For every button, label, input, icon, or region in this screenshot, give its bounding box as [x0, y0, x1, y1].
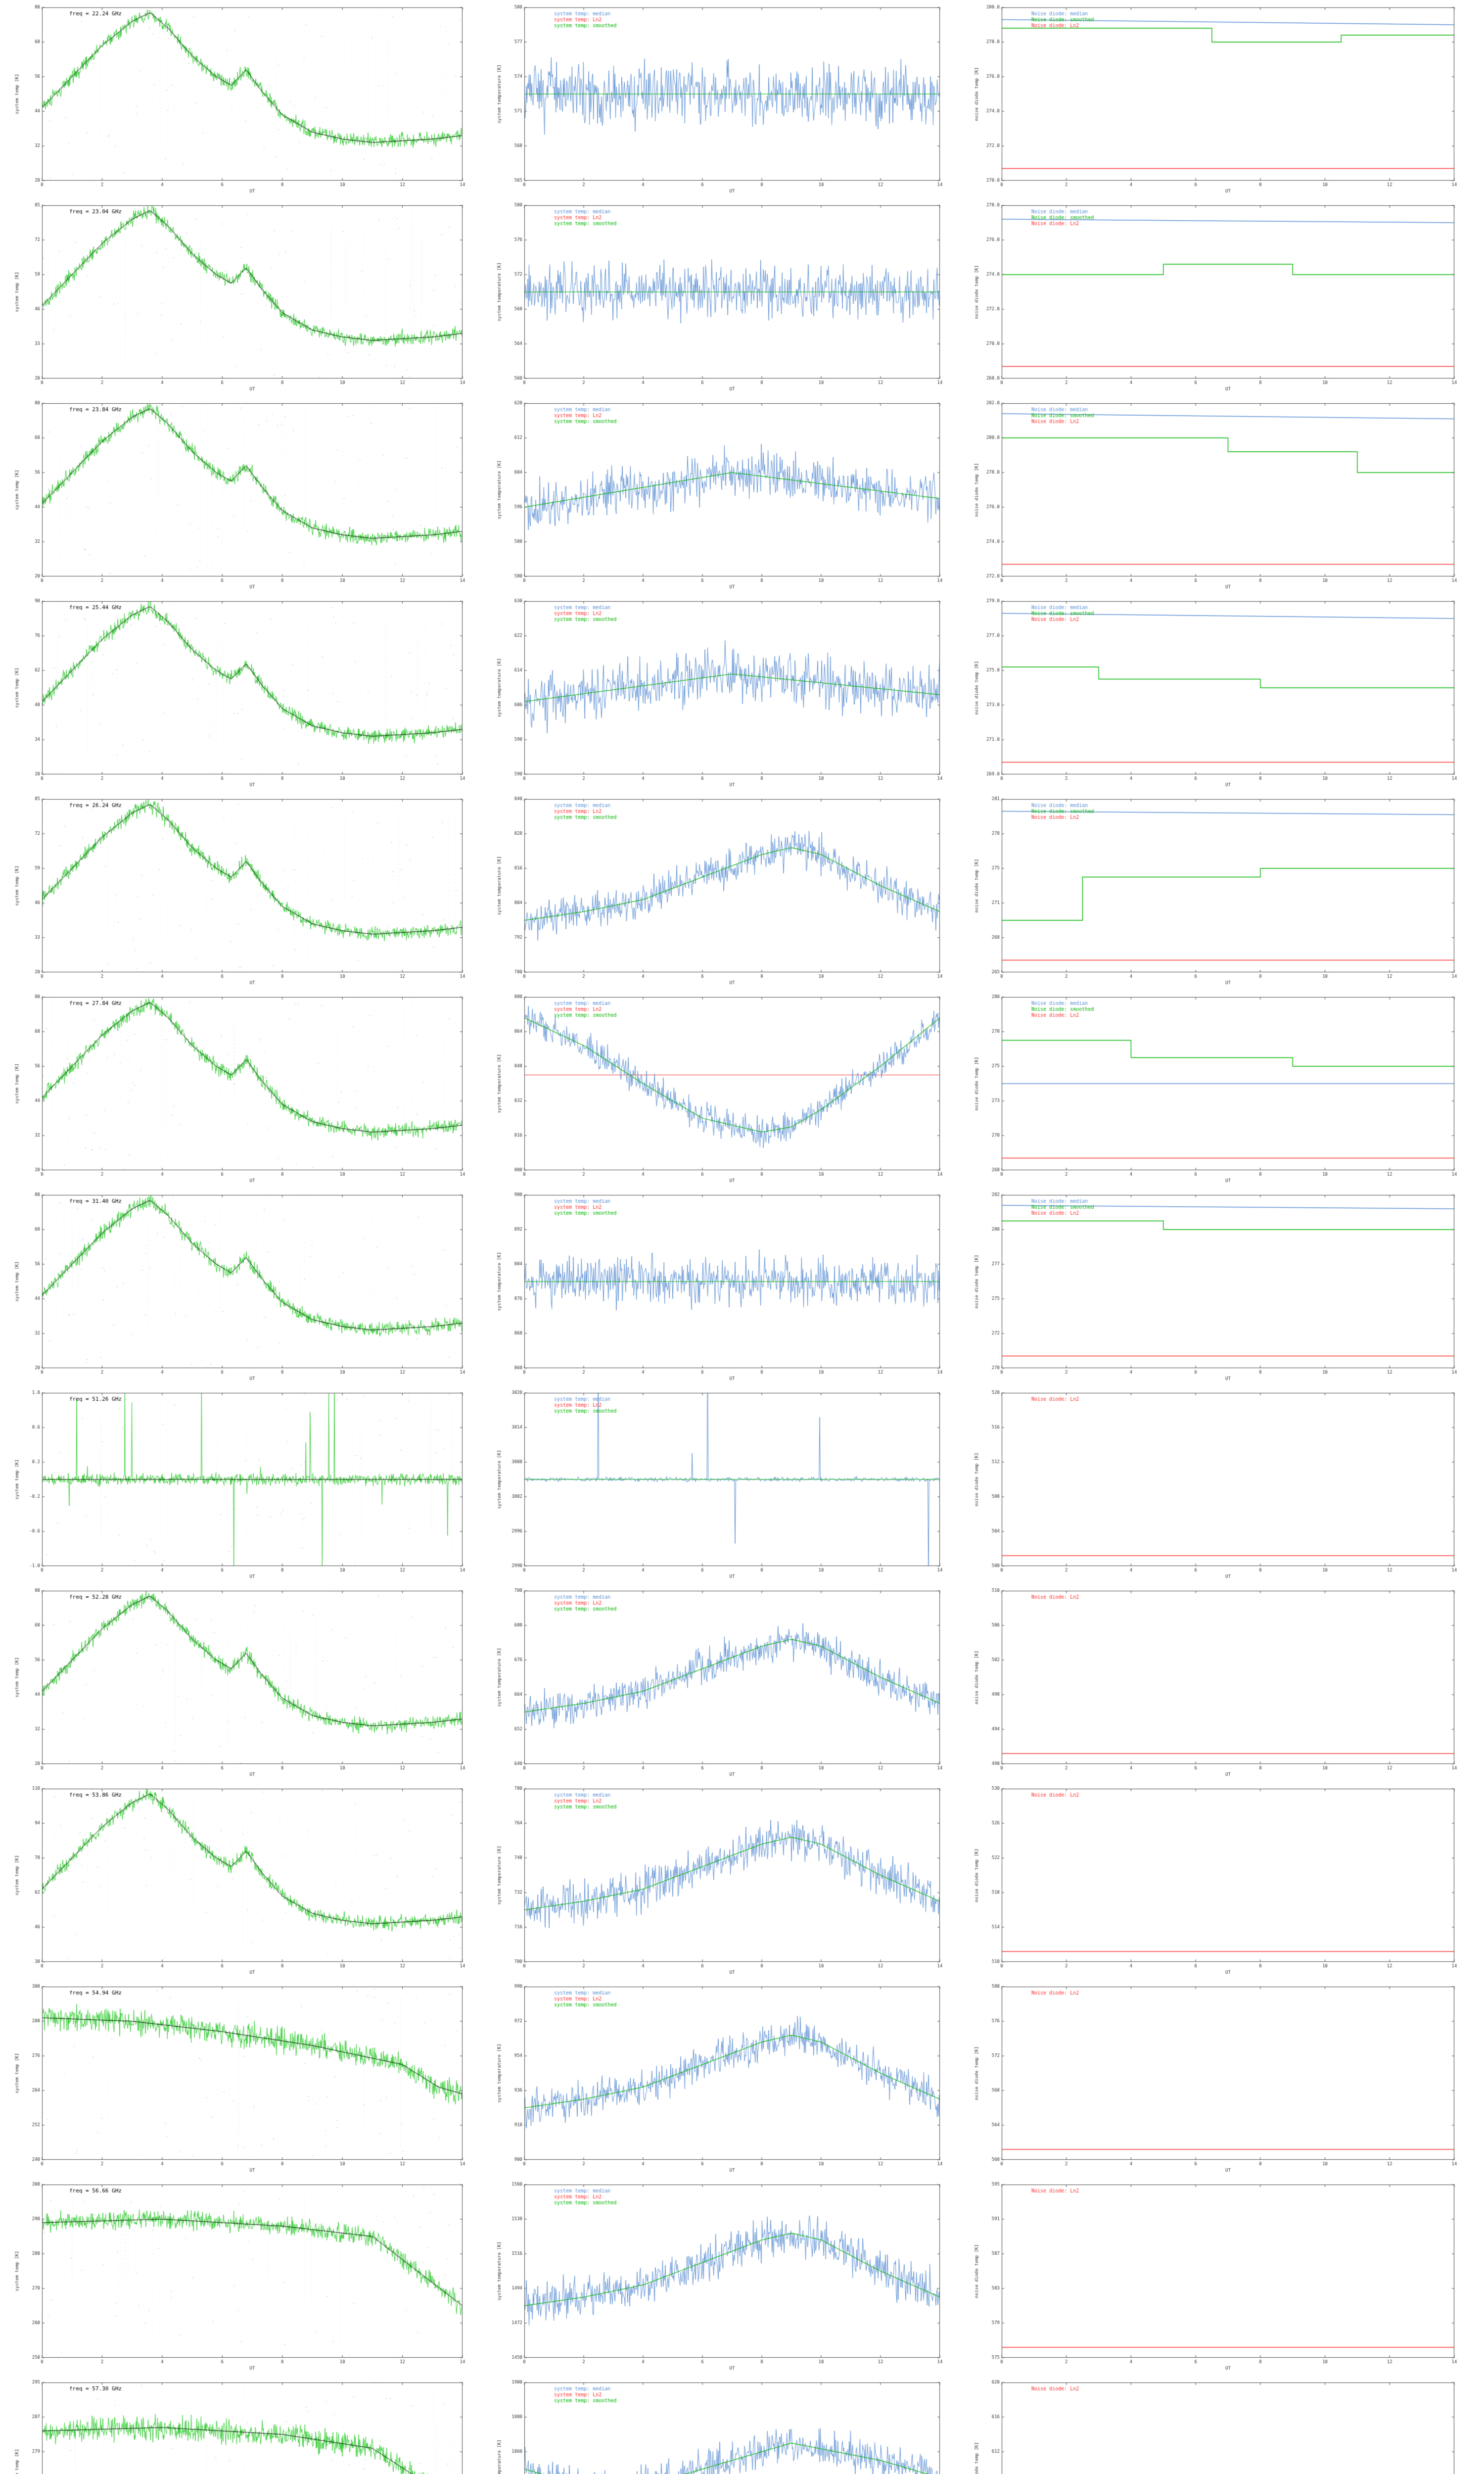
panel-left-row1: [12, 2, 467, 195]
panel-left-row10: [12, 1784, 467, 1977]
right-chart-canvas: [972, 200, 1459, 393]
chart-row: [0, 198, 1484, 396]
chart-row: [0, 396, 1484, 594]
mid-chart-canvas: [495, 398, 945, 591]
right-chart-canvas: [972, 2378, 1459, 2474]
left-chart-canvas: [12, 1388, 467, 1581]
mid-chart-canvas: [495, 1190, 945, 1383]
panel-right-row5: [972, 794, 1459, 987]
panel-left-row9: [12, 1586, 467, 1779]
panel-right-row8: [972, 1388, 1459, 1581]
panel-left-row11: [12, 1982, 467, 2175]
mid-chart-canvas: [495, 2, 945, 195]
chart-row: [0, 1781, 1484, 1979]
left-chart-canvas: [12, 2180, 467, 2373]
mid-chart-canvas: [495, 1784, 945, 1977]
panel-left-row7: [12, 1190, 467, 1383]
mid-chart-canvas: [495, 1982, 945, 2175]
mid-chart-canvas: [495, 794, 945, 987]
panel-left-row2: [12, 200, 467, 393]
panel-right-row13: [972, 2378, 1459, 2474]
chart-row: [0, 1385, 1484, 1583]
mid-chart-canvas: [495, 596, 945, 789]
right-chart-canvas: [972, 1982, 1459, 2175]
right-chart-canvas: [972, 992, 1459, 1185]
left-chart-canvas: [12, 1586, 467, 1779]
left-chart-canvas: [12, 398, 467, 591]
panel-left-row8: [12, 1388, 467, 1581]
chart-row: [0, 1583, 1484, 1781]
left-chart-canvas: [12, 794, 467, 987]
left-chart-canvas: [12, 992, 467, 1185]
left-chart-canvas: [12, 1190, 467, 1383]
right-chart-canvas: [972, 2180, 1459, 2373]
chart-row: [0, 0, 1484, 198]
panel-left-row5: [12, 794, 467, 987]
mid-chart-canvas: [495, 200, 945, 393]
panel-mid-row4: [495, 596, 945, 789]
mid-chart-canvas: [495, 1388, 945, 1581]
panel-mid-row1: [495, 2, 945, 195]
right-chart-canvas: [972, 398, 1459, 591]
panel-mid-row8: [495, 1388, 945, 1581]
panel-mid-row5: [495, 794, 945, 987]
right-chart-canvas: [972, 1784, 1459, 1977]
mid-chart-canvas: [495, 992, 945, 1185]
panel-left-row12: [12, 2180, 467, 2373]
right-chart-canvas: [972, 1190, 1459, 1383]
panel-right-row10: [972, 1784, 1459, 1977]
left-chart-canvas: [12, 2, 467, 195]
panel-right-row11: [972, 1982, 1459, 2175]
panel-right-row12: [972, 2180, 1459, 2373]
right-chart-canvas: [972, 794, 1459, 987]
panel-mid-row7: [495, 1190, 945, 1383]
panel-mid-row3: [495, 398, 945, 591]
mid-chart-canvas: [495, 1586, 945, 1779]
panel-right-row4: [972, 596, 1459, 789]
chart-row: [0, 792, 1484, 990]
chart-row: [0, 2375, 1484, 2474]
panel-mid-row12: [495, 2180, 945, 2373]
left-chart-canvas: [12, 2378, 467, 2474]
chart-row: [0, 1188, 1484, 1385]
panel-mid-row6: [495, 992, 945, 1185]
panel-left-row3: [12, 398, 467, 591]
left-chart-canvas: [12, 596, 467, 789]
left-chart-canvas: [12, 1982, 467, 2175]
panel-right-row2: [972, 200, 1459, 393]
right-chart-canvas: [972, 2, 1459, 195]
mid-chart-canvas: [495, 2180, 945, 2373]
left-chart-canvas: [12, 200, 467, 393]
left-chart-canvas: [12, 1784, 467, 1977]
panel-left-row6: [12, 992, 467, 1185]
chart-row: [0, 2177, 1484, 2375]
panel-right-row1: [972, 2, 1459, 195]
panel-right-row6: [972, 992, 1459, 1185]
chart-row: [0, 594, 1484, 792]
right-chart-canvas: [972, 1586, 1459, 1779]
right-chart-canvas: [972, 1388, 1459, 1581]
panel-mid-row10: [495, 1784, 945, 1977]
panel-right-row3: [972, 398, 1459, 591]
panel-right-row9: [972, 1586, 1459, 1779]
panel-left-row4: [12, 596, 467, 789]
mid-chart-canvas: [495, 2378, 945, 2474]
panel-mid-row9: [495, 1586, 945, 1779]
chart-row: [0, 990, 1484, 1188]
right-chart-canvas: [972, 596, 1459, 789]
panel-mid-row11: [495, 1982, 945, 2175]
panel-mid-row13: [495, 2378, 945, 2474]
panel-right-row7: [972, 1190, 1459, 1383]
panel-left-row13: [12, 2378, 467, 2474]
chart-row: [0, 1979, 1484, 2177]
panel-mid-row2: [495, 200, 945, 393]
